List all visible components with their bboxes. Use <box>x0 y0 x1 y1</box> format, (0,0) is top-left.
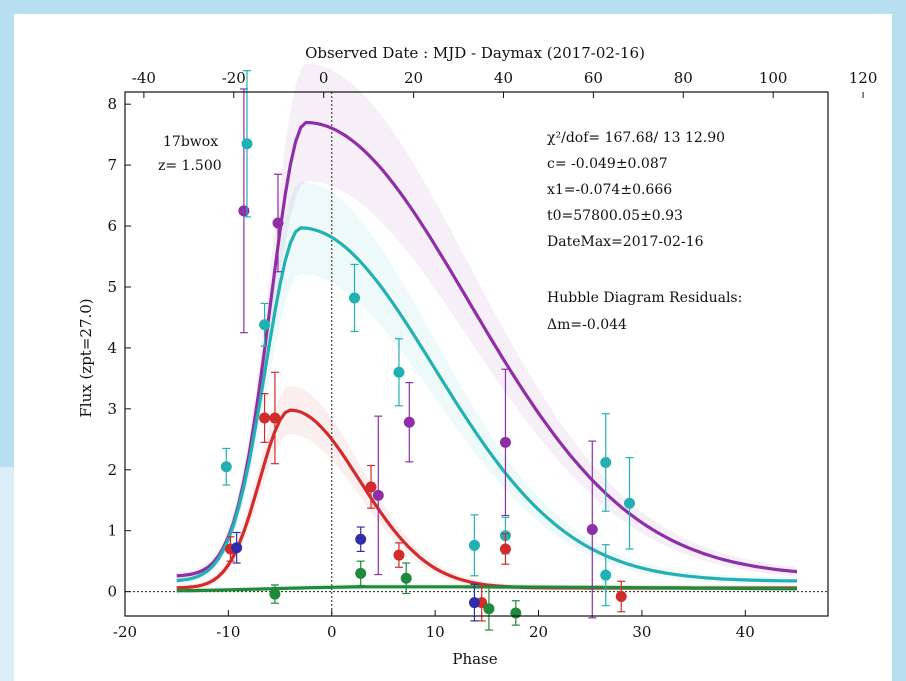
data-point <box>615 591 627 603</box>
top-tick-label: 60 <box>584 69 603 87</box>
data-point <box>600 569 612 581</box>
data-point <box>403 416 415 428</box>
data-point <box>238 205 250 217</box>
model-band-0 <box>176 63 797 581</box>
data-point <box>241 138 253 150</box>
top-border <box>0 0 906 14</box>
fit-line-chi2: χ²/dof= 167.68/ 13 12.90 <box>547 130 725 146</box>
x-axis-label: Phase <box>452 650 497 668</box>
y-tick-label: 1 <box>107 522 117 540</box>
y-tick-label: 8 <box>107 95 117 113</box>
top-tick-label: -40 <box>132 69 156 87</box>
hubble-title: Hubble Diagram Residuals: <box>547 290 742 306</box>
fit-line-x1: x1=-0.074±0.666 <box>547 182 672 198</box>
data-point <box>372 489 384 501</box>
fit-line-t0: t0=57800.05±0.93 <box>547 208 683 224</box>
y-tick-label: 5 <box>107 278 117 296</box>
data-point <box>400 572 412 584</box>
x-tick-label: 20 <box>529 623 548 641</box>
plot-frame <box>124 91 829 617</box>
x-tick-label: 40 <box>736 623 755 641</box>
data-point <box>349 292 361 304</box>
data-point <box>393 549 405 561</box>
data-point <box>393 366 405 378</box>
x-tick-label: 30 <box>632 623 651 641</box>
data-point <box>259 412 271 424</box>
data-point <box>269 412 281 424</box>
left-border-dark <box>0 14 14 467</box>
data-point <box>586 523 598 535</box>
data-point <box>499 543 511 555</box>
y-axis-label: Flux (zpt=27.0) <box>77 298 95 417</box>
data-point <box>355 533 367 545</box>
right-border <box>892 14 906 681</box>
data-point <box>499 436 511 448</box>
data-point <box>468 539 480 551</box>
y-tick-label: 2 <box>107 461 117 479</box>
fit-line-datemax: DateMax=2017-02-16 <box>547 234 704 250</box>
redshift-text: z= 1.500 <box>158 158 222 174</box>
top-axis-title: Observed Date : MJD - Daymax (2017-02-16… <box>305 44 645 62</box>
data-point <box>468 597 480 609</box>
left-border-light <box>0 467 14 681</box>
fit-line-c: c= -0.049±0.087 <box>547 156 668 172</box>
data-points <box>220 70 636 631</box>
data-point <box>272 217 284 229</box>
y-tick-label: 3 <box>107 400 117 418</box>
x-tick-label: -10 <box>216 623 240 641</box>
top-tick-label: -20 <box>222 69 246 87</box>
data-point <box>365 481 377 493</box>
top-tick-label: 100 <box>759 69 788 87</box>
top-tick-label: 120 <box>849 69 878 87</box>
data-point <box>220 461 232 473</box>
y-tick-label: 7 <box>107 156 117 174</box>
y-tick-label: 6 <box>107 217 117 235</box>
reference-lines <box>125 92 828 616</box>
axis-ticks: -20 -10 0 10 20 30 40 0 1 2 3 4 5 6 7 8 -40 -20 0 20 40 60 80 1… <box>107 69 877 641</box>
data-point <box>624 497 636 509</box>
y-tick-label: 0 <box>107 583 117 601</box>
top-tick-label: 0 <box>319 69 329 87</box>
x-tick-label: 0 <box>327 623 337 641</box>
data-point <box>269 588 281 600</box>
data-point <box>355 567 367 579</box>
model-curve-1 <box>176 226 797 583</box>
x-tick-label: 10 <box>426 623 445 641</box>
top-tick-label: 20 <box>404 69 423 87</box>
y-tick-label: 4 <box>107 339 117 357</box>
model-band-1 <box>176 181 797 585</box>
model-curve-0 <box>176 120 798 578</box>
top-tick-label: 80 <box>674 69 693 87</box>
sn-name: 17bwox <box>163 134 218 150</box>
data-point <box>600 456 612 468</box>
hubble-value: Δm=-0.044 <box>547 317 627 333</box>
top-tick-label: 40 <box>494 69 513 87</box>
data-point <box>231 542 243 554</box>
x-tick-label: -20 <box>113 623 137 641</box>
data-point <box>483 603 495 615</box>
data-point <box>259 319 271 331</box>
